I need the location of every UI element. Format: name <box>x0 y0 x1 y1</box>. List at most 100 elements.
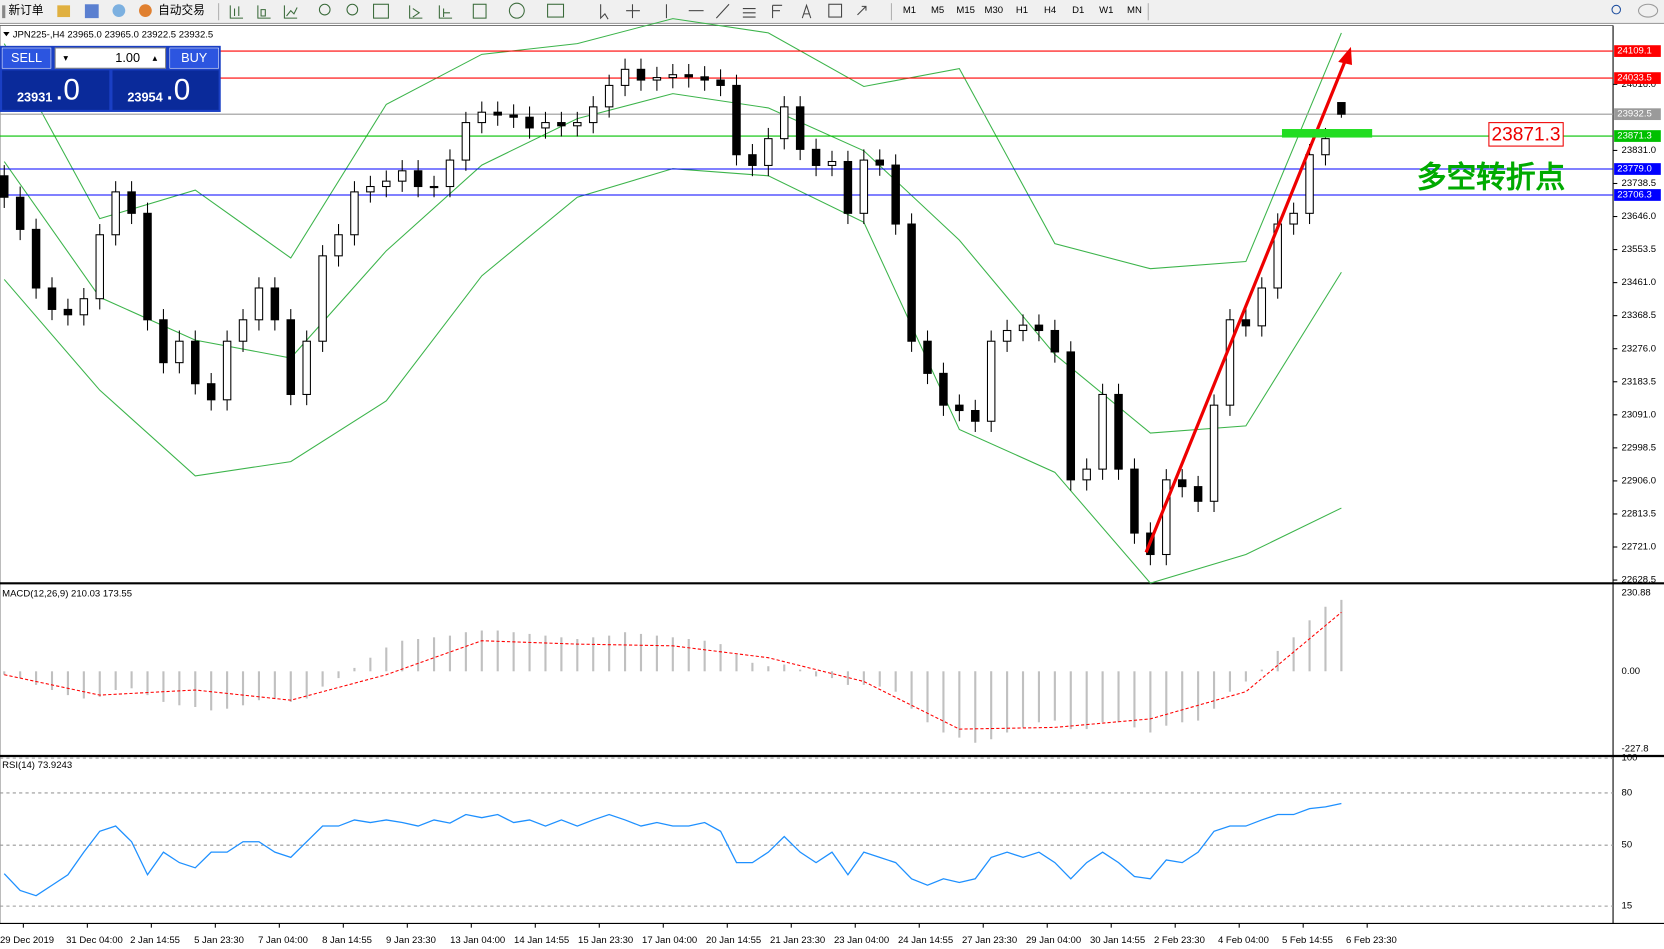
buy-price-box[interactable] <box>112 70 219 110</box>
icon[interactable] <box>409 5 423 19</box>
candle-body <box>366 185 375 193</box>
sell-button[interactable] <box>1 47 52 69</box>
icon[interactable] <box>438 5 453 19</box>
icon[interactable] <box>508 2 525 19</box>
sell-price-decimal[interactable]: .0 <box>55 74 80 107</box>
candle-body <box>732 84 741 156</box>
icon[interactable] <box>112 4 126 18</box>
candle-body <box>636 68 646 81</box>
timeframe-button[interactable]: M15 <box>956 5 975 16</box>
x-tick-label: 24 Jan 14:55 <box>898 935 953 946</box>
y-tick-label: 23368.5 <box>1622 310 1656 321</box>
icon[interactable] <box>318 3 331 16</box>
candle-body <box>748 154 757 166</box>
candle-body <box>509 114 518 118</box>
candle-body <box>1130 468 1139 534</box>
volume-value[interactable]: 1.00 <box>115 50 140 65</box>
candle-body <box>63 308 73 316</box>
icon[interactable] <box>257 5 271 19</box>
volume-down[interactable]: ▾ <box>63 53 68 64</box>
candle-body <box>684 74 693 78</box>
candle-body <box>1082 468 1091 481</box>
candle-body <box>0 175 9 198</box>
y-tick-label: 50 <box>1622 840 1633 851</box>
candle-body <box>525 116 534 129</box>
volume-field[interactable] <box>54 47 167 69</box>
candle-body <box>1289 212 1298 225</box>
level-tag-label: 23871.3 <box>1617 131 1651 142</box>
candle-body <box>477 111 487 124</box>
buy-button[interactable] <box>169 47 219 69</box>
icon[interactable] <box>283 5 298 19</box>
icon[interactable] <box>742 7 756 18</box>
candle-body <box>891 164 900 225</box>
candle-body <box>1337 102 1346 115</box>
icon[interactable] <box>373 3 389 19</box>
icon[interactable] <box>857 5 867 16</box>
chart-tools[interactable] <box>229 2 565 19</box>
candle-body <box>700 76 709 81</box>
icon[interactable] <box>547 3 565 18</box>
candle-body <box>652 77 662 81</box>
timeframe-button[interactable]: MN <box>1127 5 1142 16</box>
signal-line <box>4 611 1342 730</box>
icon[interactable] <box>139 4 152 18</box>
candle-body <box>986 340 996 422</box>
icon[interactable] <box>346 3 359 16</box>
timeframe-button[interactable]: H4 <box>1044 5 1057 16</box>
icon[interactable] <box>229 5 244 19</box>
sell-price-box[interactable] <box>2 70 110 110</box>
level-tag <box>1614 108 1661 121</box>
icon[interactable] <box>828 3 843 18</box>
candle-body <box>795 106 805 150</box>
volume-up[interactable]: ▴ <box>153 53 158 64</box>
sell-price[interactable]: 23931 <box>17 89 52 104</box>
candle-body <box>668 74 678 79</box>
y-tick-label: 22998.5 <box>1622 442 1656 453</box>
x-tick-label: 20 Jan 14:55 <box>706 935 761 946</box>
candle-body <box>1305 154 1314 214</box>
timeframe-button[interactable]: M1 <box>903 5 916 16</box>
candle-body <box>1209 404 1219 502</box>
icon[interactable] <box>600 4 609 20</box>
icon[interactable] <box>84 4 99 19</box>
one-click-panel: SELL ▾ ▴ 1.00 BUY 23931 .0 23954 .0 <box>0 45 221 112</box>
timeframe-button[interactable]: M5 <box>931 5 944 16</box>
indicator-title: RSI(14) 73.9243 <box>2 760 72 771</box>
candle-body <box>1321 138 1330 156</box>
icon[interactable] <box>472 3 487 19</box>
timeframe-button[interactable]: D1 <box>1072 5 1084 16</box>
drawing-tools[interactable] <box>600 3 867 20</box>
timeframe-button[interactable]: H1 <box>1016 5 1028 16</box>
candle-body <box>493 111 502 116</box>
buy-label[interactable]: BUY <box>181 50 208 65</box>
y-tick-label: 23461.0 <box>1622 277 1656 288</box>
timeframe-button[interactable]: W1 <box>1099 5 1113 16</box>
icon[interactable] <box>715 3 730 19</box>
candle-body <box>429 185 439 189</box>
buy-price-decimal[interactable]: .0 <box>166 74 191 107</box>
icon[interactable] <box>626 4 640 19</box>
chart-area <box>0 25 1614 924</box>
candle-body <box>175 340 184 364</box>
candle-body <box>382 180 391 188</box>
search-icon[interactable] <box>1611 4 1622 15</box>
timeframe-button[interactable]: M30 <box>985 5 1004 16</box>
x-tick-label: 2 Jan 14:55 <box>130 935 180 946</box>
new-order-button[interactable]: 新订单 <box>8 3 43 17</box>
y-tick-label: 23553.5 <box>1622 244 1656 255</box>
toolbar <box>0 0 1664 24</box>
level-tag-label: 24109.1 <box>1617 46 1651 57</box>
buy-price[interactable]: 23954 <box>127 89 163 104</box>
candle-body <box>1002 329 1012 342</box>
icon[interactable] <box>772 4 783 19</box>
chat-icon[interactable] <box>1638 3 1659 18</box>
icon[interactable] <box>801 3 812 19</box>
candle-body <box>541 122 550 129</box>
rsi-pane: 100 80 50 15 RSI(14) 73.9243 <box>0 753 1637 912</box>
sell-label[interactable]: SELL <box>11 50 42 65</box>
auto-trading-button[interactable]: 自动交易 <box>158 3 205 17</box>
level-tag-label: 23706.3 <box>1617 190 1651 201</box>
icon[interactable] <box>57 5 71 18</box>
